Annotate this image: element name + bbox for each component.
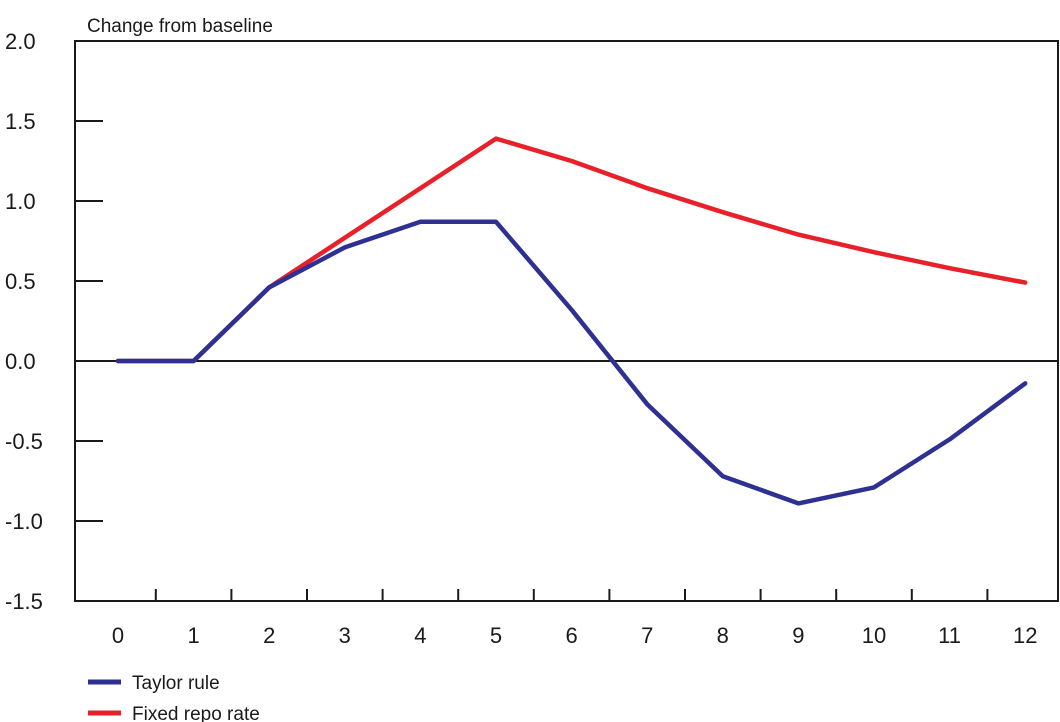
legend: Taylor rule Fixed repo rate — [88, 673, 260, 722]
y-axis: 2.0 1.5 1.0 0.5 0.0 -0.5 -1.0 -1.5 — [5, 29, 103, 614]
y-tick-label: -1.5 — [5, 589, 43, 614]
series-layer — [115, 136, 1028, 506]
x-tick-label: 3 — [339, 623, 351, 648]
x-tick-label: 9 — [792, 623, 804, 648]
x-tick-label: 6 — [565, 623, 577, 648]
x-tick-label: 0 — [112, 623, 124, 648]
series-line-taylor-rule — [115, 219, 1028, 506]
y-tick-label: 1.5 — [5, 109, 36, 134]
x-tick-label: 2 — [263, 623, 275, 648]
y-tick-label: 0.5 — [5, 269, 36, 294]
legend-label: Fixed repo rate — [132, 704, 260, 722]
series-line-fixed-repo-rate — [115, 136, 1028, 364]
y-tick-label: -0.5 — [5, 429, 43, 454]
x-tick-label: 1 — [187, 623, 199, 648]
x-tick-label: 4 — [414, 623, 426, 648]
x-tick-label: 8 — [717, 623, 729, 648]
x-tick-label: 11 — [938, 623, 961, 648]
x-tick-label: 12 — [1013, 623, 1037, 648]
x-tick-label: 10 — [862, 623, 886, 648]
x-tick-label: 7 — [641, 623, 653, 648]
x-axis: 0 1 2 3 4 5 6 7 8 9 10 11 12 — [112, 589, 1037, 648]
y-tick-label: 1.0 — [5, 189, 36, 214]
plot-frame — [74, 40, 1059, 602]
y-axis-title: Change from baseline — [87, 16, 273, 37]
y-tick-label: 0.0 — [5, 349, 36, 374]
y-tick-label: -1.0 — [5, 509, 43, 534]
legend-label: Taylor rule — [132, 673, 220, 694]
y-tick-label: 2.0 — [5, 29, 36, 54]
x-tick-label: 5 — [490, 623, 502, 648]
